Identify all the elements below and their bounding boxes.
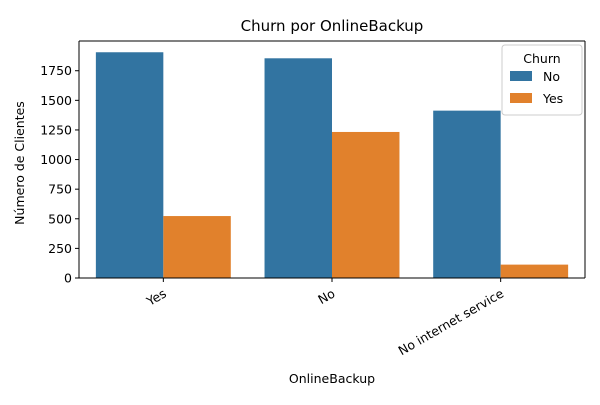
x-tick-label: No [315,286,337,307]
legend-swatch-yes [510,93,532,103]
y-tick-label: 500 [48,211,72,226]
bar-no-yes [95,52,164,278]
y-tick-label: 1750 [40,63,72,78]
legend-swatch-no [510,71,532,81]
chart-title: Churn por OnlineBackup [241,17,424,35]
legend: Churn No Yes [501,44,583,116]
y-tick-label: 1500 [40,93,72,108]
y-tick-label: 250 [48,241,72,256]
bar-yes-no [332,131,400,278]
y-tick-label: 0 [64,271,72,286]
y-tick-label: 750 [48,182,72,197]
y-tick-label: 1000 [40,152,72,167]
bar-yes-yes [163,216,231,278]
legend-label-yes: Yes [542,91,563,106]
legend-label-no: No [543,69,560,84]
legend-title: Churn [523,51,560,66]
x-axis-label: OnlineBackup [289,371,375,386]
plot-area [95,52,569,278]
x-tick-label: Yes [143,286,169,310]
y-tick-label: 1250 [40,122,72,137]
x-tick-label: No internet service [395,285,506,358]
y-axis-label: Número de Clientes [12,101,27,225]
bar-no-no-internet-service [433,110,501,278]
bar-no-no [264,58,332,278]
bar-yes-no-internet-service [500,264,569,278]
